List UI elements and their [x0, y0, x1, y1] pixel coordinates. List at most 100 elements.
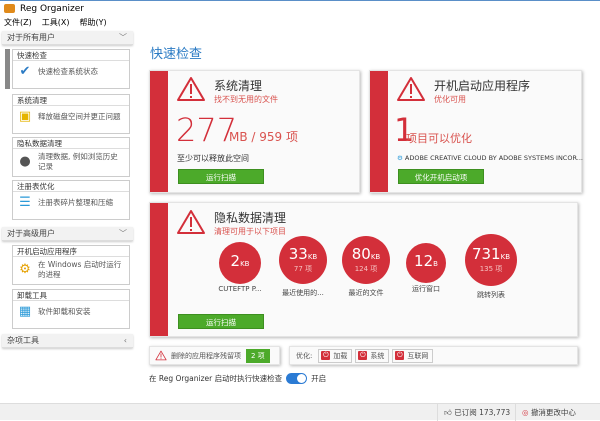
- leftovers-label: 删除的应用程序残留项: [171, 351, 241, 360]
- sidebar-item-quick-check[interactable]: 快速检查 ✔ 快速检查系统状态: [12, 49, 130, 89]
- title-bar: Reg Organizer: [0, 0, 600, 16]
- autocheck-toggle[interactable]: [286, 373, 308, 384]
- item-desc: 注册表碎片整理和压缩: [38, 198, 113, 207]
- freeable-unit: MB / 959 项: [229, 130, 298, 144]
- sidebar-item-system-cleanup[interactable]: 系统清理 ▣ 释放磁盘空间并更正问题: [12, 94, 130, 134]
- status-bar: 👍︎ 已订阅 173,773 ◎ 撤消更改中心: [0, 403, 600, 421]
- group-label: 杂项工具: [7, 336, 39, 345]
- card-subtitle: 优化可用: [434, 95, 466, 104]
- subscribed-button[interactable]: 👍︎ 已订阅 173,773: [437, 404, 510, 421]
- sidebar-item-startup[interactable]: 开机启动应用程序 ⚙ 在 Windows 启动时运行的进程: [12, 245, 130, 285]
- button-label: 加载: [333, 351, 348, 360]
- privacy-broom-icon: ●: [19, 154, 31, 169]
- warning-icon: [396, 76, 426, 102]
- group-label: 对于高级用户: [7, 229, 55, 238]
- undo-center-icon: ◎: [522, 408, 529, 417]
- privacy-item-size: 12B: [414, 252, 438, 270]
- optimize-startup-button[interactable]: 优化开机启动项: [398, 169, 484, 184]
- power-icon: ⏻: [358, 351, 368, 360]
- privacy-item-circle[interactable]: 731KB 135 项: [465, 234, 517, 286]
- optimize-internet-button[interactable]: ⏻ 互联网: [392, 348, 434, 363]
- uninstall-box-icon: ▦: [18, 304, 32, 319]
- group-misc-tools[interactable]: 杂项工具 ‹: [2, 334, 133, 348]
- privacy-item-circle[interactable]: 80KB 124 项: [342, 236, 390, 284]
- warning-icon: [176, 76, 206, 102]
- startup-app-name: ADOBE CREATIVE CLOUD BY ADOBE SYSTEMS IN…: [404, 154, 583, 162]
- privacy-item-size: 2KB: [230, 252, 250, 270]
- menu-help[interactable]: 帮助(Y): [79, 18, 107, 27]
- optimize-load-button[interactable]: ⏻ 加载: [318, 348, 353, 363]
- item-title: 快速检查: [13, 50, 129, 61]
- startup-card: 开机启动应用程序 优化可用 1 项目可以优化 ⚙ ADOBE CREATIVE …: [369, 70, 583, 193]
- toggle-knob: [297, 374, 307, 383]
- privacy-item-circle[interactable]: 2KB: [219, 242, 261, 284]
- item-title: 系统清理: [13, 95, 129, 106]
- menu-bar: 文件(Z) 工具(X) 帮助(Y): [0, 16, 600, 30]
- item-title: 卸载工具: [13, 290, 129, 301]
- item-desc: 清理数据, 例如浏览历史记录: [38, 152, 118, 171]
- warning-icon: [176, 209, 206, 235]
- item-title: 开机启动应用程序: [13, 246, 129, 257]
- privacy-item-label: 最近使用的...: [282, 289, 324, 297]
- group-advanced-users[interactable]: 对于高级用户 ﹀: [2, 227, 133, 241]
- autocheck-state: 开启: [311, 374, 327, 383]
- item-desc: 快速检查系统状态: [38, 67, 98, 76]
- privacy-item-size: 33KB: [288, 245, 318, 263]
- sidebar-item-registry[interactable]: 注册表优化 ☰ 注册表碎片整理和压缩: [12, 180, 130, 220]
- group-label: 对于所有用户: [7, 33, 55, 42]
- app-logo-icon: [4, 4, 15, 13]
- warning-icon: [155, 350, 167, 361]
- card-subtitle: 清理可用于以下项目: [214, 227, 286, 236]
- page-title: 快速检查: [150, 47, 203, 62]
- privacy-item-circle[interactable]: 12B: [406, 243, 446, 283]
- privacy-item-count: 77 项: [293, 265, 313, 273]
- privacy-item-circle[interactable]: 33KB 77 项: [279, 236, 327, 284]
- autocheck-row: 在 Reg Organizer 启动时执行快速检查 开启: [149, 373, 326, 384]
- power-icon: ⏻: [321, 351, 331, 360]
- registry-icon: ☰: [19, 195, 31, 210]
- item-title: 隐私数据清理: [13, 138, 129, 149]
- privacy-item-label: 最近的文件: [348, 289, 384, 297]
- optimize-bar: 优化: ⏻ 加载 ⏻ 系统 ⏻ 互联网: [289, 346, 578, 365]
- startup-app[interactable]: ⚙ ADOBE CREATIVE CLOUD BY ADOBE SYSTEMS …: [397, 154, 583, 162]
- leftovers-count-button[interactable]: 2 项: [246, 348, 270, 363]
- privacy-card: 隐私数据清理 清理可用于以下项目 运行扫描 2KB CUTEFTP P... 33K…: [149, 202, 578, 337]
- privacy-item-count: 124 项: [354, 265, 378, 273]
- run-privacy-scan-button[interactable]: 运行扫描: [178, 314, 264, 329]
- freeable-size: 277: [176, 111, 238, 149]
- undo-center-label: 撤消更改中心: [530, 408, 576, 417]
- startup-gear-icon: ⚙: [19, 262, 31, 277]
- item-desc: 软件卸载和安装: [38, 307, 91, 316]
- privacy-item-label: 运行窗口: [412, 285, 440, 293]
- menu-file[interactable]: 文件(Z): [4, 18, 32, 27]
- thumbs-up-icon: 👍︎: [444, 408, 452, 417]
- chevron-down-icon: ﹀: [119, 229, 127, 238]
- startup-count: 1: [394, 111, 415, 149]
- card-accent: [370, 71, 388, 192]
- run-scan-button[interactable]: 运行扫描: [178, 169, 264, 184]
- optimize-label: 优化:: [296, 351, 313, 360]
- privacy-item-size: 731KB: [471, 245, 511, 263]
- group-all-users[interactable]: 对于所有用户 ﹀: [2, 31, 133, 45]
- window-title: Reg Organizer: [20, 4, 84, 14]
- freeable-note: 至少可以释放此空间: [177, 154, 249, 163]
- undo-center-button[interactable]: ◎ 撤消更改中心: [515, 404, 576, 421]
- power-icon: ⏻: [395, 351, 405, 360]
- privacy-item-size: 80KB: [351, 245, 381, 263]
- startup-unit: 项目可以优化: [406, 132, 472, 145]
- privacy-item-label: 跳转列表: [477, 291, 505, 299]
- card-title: 开机启动应用程序: [434, 79, 531, 93]
- item-desc: 在 Windows 启动时运行的进程: [38, 260, 122, 279]
- chevron-left-icon: ‹: [123, 336, 127, 345]
- privacy-item-count: 135 项: [479, 265, 503, 273]
- card-accent: [150, 203, 168, 336]
- sidebar-item-uninstall[interactable]: 卸载工具 ▦ 软件卸载和安装: [12, 289, 130, 329]
- optimize-system-button[interactable]: ⏻ 系统: [355, 348, 390, 363]
- item-title: 注册表优化: [13, 181, 129, 192]
- autocheck-label: 在 Reg Organizer 启动时执行快速检查: [149, 374, 283, 383]
- card-accent: [150, 71, 168, 192]
- sidebar-item-privacy[interactable]: 隐私数据清理 ● 清理数据, 例如浏览历史记录: [12, 137, 130, 177]
- leftovers-bar: 删除的应用程序残留项 2 项: [149, 346, 280, 365]
- magnifier-check-icon: ✔: [19, 64, 31, 79]
- menu-tools[interactable]: 工具(X): [41, 18, 70, 27]
